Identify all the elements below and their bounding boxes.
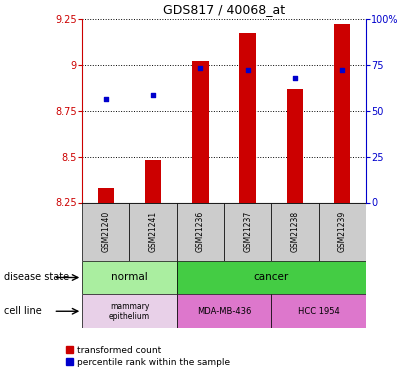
Bar: [177, 261, 366, 294]
Text: cancer: cancer: [254, 273, 289, 282]
Text: GSM21237: GSM21237: [243, 211, 252, 252]
Point: [103, 96, 109, 102]
Bar: [224, 202, 271, 261]
Text: GSM21240: GSM21240: [102, 211, 110, 252]
Bar: [82, 202, 129, 261]
Bar: [145, 160, 162, 202]
Text: mammary
epithelium: mammary epithelium: [109, 302, 150, 321]
Bar: [271, 202, 319, 261]
Bar: [334, 24, 351, 202]
Point: [339, 67, 345, 73]
Bar: [271, 294, 366, 328]
Bar: [97, 188, 114, 202]
Point: [150, 92, 156, 98]
Bar: [82, 294, 177, 328]
Point: [244, 67, 251, 73]
Bar: [82, 261, 177, 294]
Text: GSM21241: GSM21241: [149, 211, 157, 252]
Bar: [177, 202, 224, 261]
Bar: [286, 88, 303, 202]
Text: GSM21238: GSM21238: [291, 211, 299, 252]
Bar: [319, 202, 366, 261]
Bar: [129, 202, 177, 261]
Bar: [239, 33, 256, 203]
Point: [292, 75, 298, 81]
Bar: [192, 61, 209, 202]
Text: cell line: cell line: [4, 306, 42, 316]
Text: disease state: disease state: [4, 273, 69, 282]
Legend: transformed count, percentile rank within the sample: transformed count, percentile rank withi…: [66, 346, 230, 367]
Text: normal: normal: [111, 273, 148, 282]
Bar: [177, 294, 271, 328]
Point: [197, 65, 203, 71]
Text: GSM21239: GSM21239: [338, 211, 346, 252]
Text: HCC 1954: HCC 1954: [298, 307, 339, 316]
Text: GSM21236: GSM21236: [196, 211, 205, 252]
Title: GDS817 / 40068_at: GDS817 / 40068_at: [163, 3, 285, 16]
Text: MDA-MB-436: MDA-MB-436: [197, 307, 251, 316]
